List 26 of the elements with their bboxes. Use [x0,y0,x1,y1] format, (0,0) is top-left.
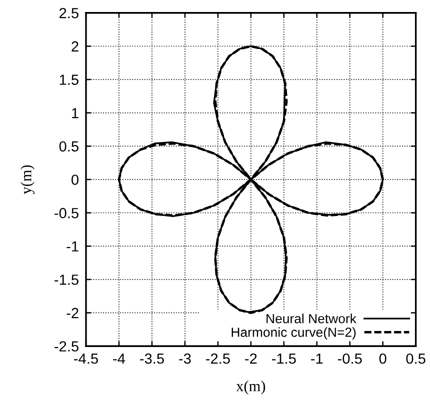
y-tick-label: 0 [72,174,78,185]
x-tick-label: -4 [113,354,126,364]
y-tick-label: 2 [72,41,78,52]
legend-label: Neural Network [266,314,356,324]
y-tick-label: 2.5 [60,8,78,18]
y-axis-title: y(m) [20,165,34,194]
x-axis-title: x(m) [236,380,266,394]
x-tick-label: -4.5 [74,354,98,364]
x-tick-label: -1.5 [272,354,296,364]
x-tick-label: -0.5 [338,353,362,364]
y-tick-label: -0.5 [54,208,78,218]
x-tick-label: -1 [311,354,323,364]
y-tick-label: 1.5 [60,74,78,85]
y-tick-label: 1 [72,108,78,118]
x-tick-label: -3.5 [140,353,164,364]
y-tick-label: -1.5 [54,274,78,285]
y-tick-label: 0.5 [59,141,78,152]
x-tick-label: 0.5 [406,353,426,364]
legend-label: Harmonic curve(N=2) [232,327,356,340]
y-tick-label: -2 [66,308,78,318]
x-tick-label: -2 [245,353,257,364]
x-tick-label: -3 [179,353,191,364]
y-tick-label: -2.5 [54,341,78,352]
x-tick-label: -2.5 [206,353,230,364]
x-tick-label: 0 [379,353,386,364]
y-tick-label: -1 [66,241,78,252]
